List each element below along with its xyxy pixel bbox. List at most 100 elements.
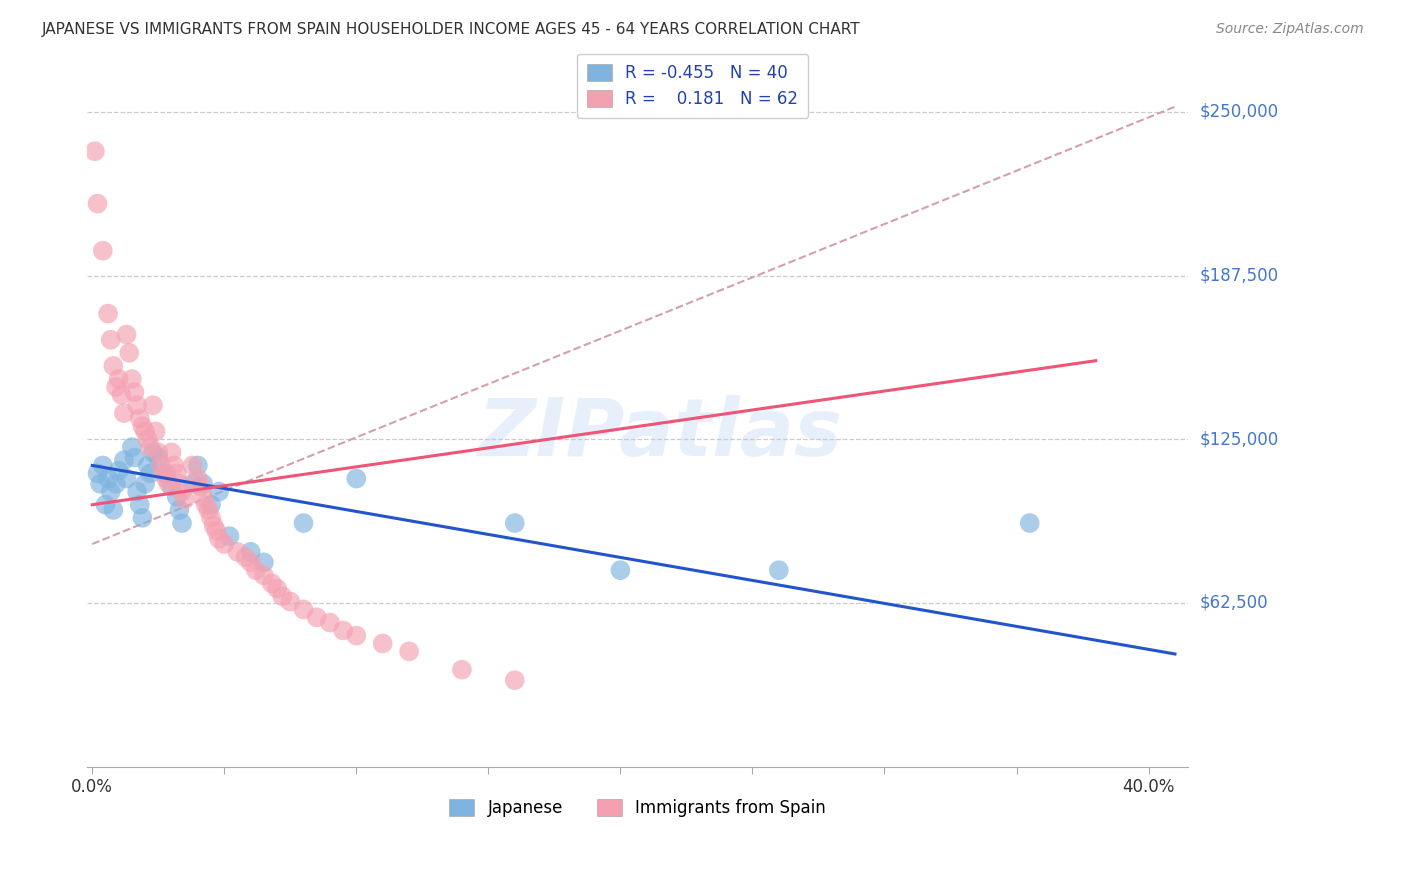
Point bbox=[148, 450, 170, 465]
Point bbox=[194, 498, 217, 512]
Point bbox=[103, 359, 125, 373]
Point bbox=[105, 476, 128, 491]
Point bbox=[503, 673, 526, 688]
Point bbox=[157, 476, 180, 491]
Point bbox=[121, 440, 143, 454]
Point bbox=[155, 467, 177, 481]
Point bbox=[100, 333, 122, 347]
Point bbox=[609, 563, 631, 577]
Point bbox=[97, 307, 120, 321]
Point bbox=[91, 458, 114, 473]
Point bbox=[187, 458, 209, 473]
Point bbox=[134, 476, 156, 491]
Point bbox=[197, 503, 219, 517]
Point bbox=[131, 511, 153, 525]
Point bbox=[278, 594, 301, 608]
Point bbox=[245, 563, 267, 577]
Point bbox=[97, 471, 120, 485]
Point bbox=[181, 458, 204, 473]
Point bbox=[145, 425, 167, 439]
Point bbox=[124, 385, 146, 400]
Point bbox=[239, 555, 262, 569]
Point bbox=[181, 476, 204, 491]
Point bbox=[112, 453, 135, 467]
Point bbox=[142, 398, 165, 412]
Point bbox=[451, 663, 474, 677]
Point bbox=[152, 467, 174, 481]
Point bbox=[170, 484, 193, 499]
Point bbox=[266, 582, 288, 596]
Point bbox=[136, 458, 159, 473]
Point bbox=[94, 498, 117, 512]
Point bbox=[160, 445, 183, 459]
Point bbox=[170, 516, 193, 530]
Text: $62,500: $62,500 bbox=[1199, 594, 1268, 612]
Point bbox=[100, 484, 122, 499]
Point bbox=[121, 372, 143, 386]
Point bbox=[86, 196, 108, 211]
Point bbox=[190, 479, 212, 493]
Point bbox=[344, 471, 367, 485]
Point bbox=[127, 484, 149, 499]
Point bbox=[160, 479, 183, 493]
Point bbox=[187, 471, 209, 485]
Point bbox=[166, 490, 188, 504]
Point bbox=[319, 615, 342, 630]
Point bbox=[260, 576, 283, 591]
Point bbox=[271, 590, 294, 604]
Point bbox=[169, 503, 191, 517]
Point bbox=[86, 467, 108, 481]
Point bbox=[136, 432, 159, 446]
Point bbox=[107, 372, 129, 386]
Point bbox=[235, 550, 257, 565]
Point bbox=[107, 464, 129, 478]
Point bbox=[91, 244, 114, 258]
Point bbox=[128, 411, 150, 425]
Point bbox=[218, 529, 240, 543]
Point bbox=[169, 476, 191, 491]
Point bbox=[200, 498, 222, 512]
Point bbox=[89, 476, 111, 491]
Point bbox=[118, 346, 141, 360]
Point bbox=[305, 610, 328, 624]
Point bbox=[208, 484, 231, 499]
Point bbox=[768, 563, 790, 577]
Point bbox=[142, 445, 165, 459]
Point bbox=[253, 568, 276, 582]
Point bbox=[1018, 516, 1040, 530]
Point bbox=[202, 518, 225, 533]
Point bbox=[166, 467, 188, 481]
Point bbox=[124, 450, 146, 465]
Text: JAPANESE VS IMMIGRANTS FROM SPAIN HOUSEHOLDER INCOME AGES 45 - 64 YEARS CORRELAT: JAPANESE VS IMMIGRANTS FROM SPAIN HOUSEH… bbox=[42, 22, 860, 37]
Point bbox=[191, 476, 214, 491]
Text: ZIPatlas: ZIPatlas bbox=[477, 395, 842, 474]
Point bbox=[191, 490, 214, 504]
Point bbox=[131, 419, 153, 434]
Point bbox=[139, 440, 162, 454]
Point bbox=[253, 555, 276, 569]
Point bbox=[371, 636, 394, 650]
Point bbox=[110, 388, 132, 402]
Legend: Japanese, Immigrants from Spain: Japanese, Immigrants from Spain bbox=[441, 790, 834, 825]
Point bbox=[83, 145, 105, 159]
Point bbox=[112, 406, 135, 420]
Point bbox=[155, 471, 177, 485]
Point bbox=[127, 398, 149, 412]
Point bbox=[149, 458, 172, 473]
Point bbox=[503, 516, 526, 530]
Text: $250,000: $250,000 bbox=[1199, 103, 1278, 121]
Point bbox=[173, 492, 195, 507]
Point bbox=[292, 516, 315, 530]
Point bbox=[200, 511, 222, 525]
Point bbox=[148, 445, 170, 459]
Point bbox=[214, 537, 236, 551]
Point bbox=[208, 532, 231, 546]
Point bbox=[163, 458, 186, 473]
Point bbox=[115, 327, 138, 342]
Point bbox=[292, 602, 315, 616]
Point bbox=[332, 624, 354, 638]
Text: $125,000: $125,000 bbox=[1199, 430, 1278, 449]
Point bbox=[239, 545, 262, 559]
Point bbox=[226, 545, 249, 559]
Point bbox=[344, 629, 367, 643]
